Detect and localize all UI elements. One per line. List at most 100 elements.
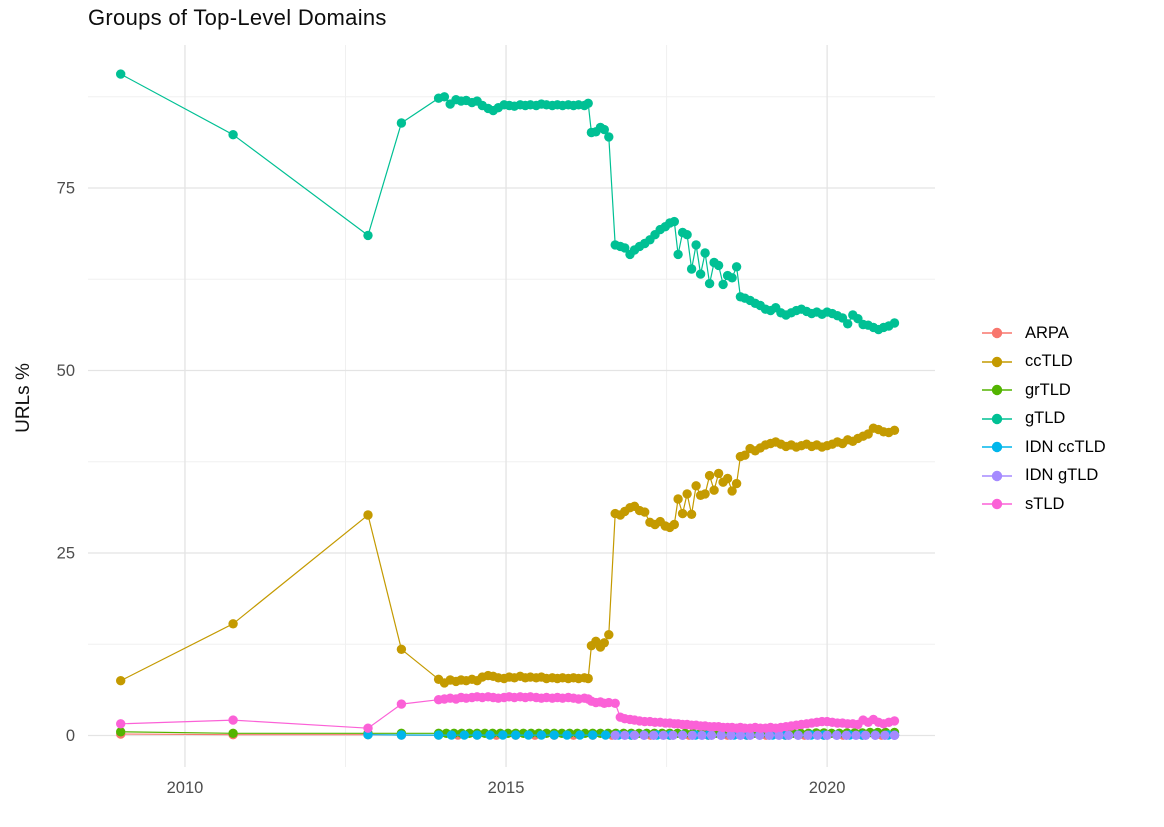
data-point [691,240,701,250]
data-point [774,730,784,740]
data-point [363,510,373,520]
data-point [673,249,683,260]
legend-label: IDN ccTLD [1025,437,1106,456]
data-point [658,730,669,740]
data-point [700,489,710,499]
data-point [851,730,861,740]
data-point [822,730,832,740]
data-point [713,260,724,271]
data-point [687,730,697,740]
data-point [396,699,407,709]
y-axis-title: URLs % [13,363,34,433]
data-point [889,716,900,726]
data-point [832,730,842,740]
legend-label: gTLD [1025,409,1066,428]
data-point [610,730,620,740]
data-point [588,730,598,740]
legend-key-icon [982,442,1012,453]
data-point [709,485,719,495]
series-line [120,73,895,331]
data-point [764,730,774,740]
series-cctld [116,423,900,688]
data-point [669,216,679,227]
data-point [549,730,559,740]
legend-label: ccTLD [1025,352,1073,371]
data-point [673,494,683,504]
gridlines [88,45,935,767]
data-point [575,730,585,740]
data-point [731,478,742,489]
legend: ARPA ccTLD grTLD gTLD IDN ccTLD IDN gTLD sTLD [980,319,1106,519]
data-point [620,243,630,253]
data-point [228,130,238,140]
data-point [700,248,710,258]
data-point [793,730,803,740]
data-point [691,481,701,491]
data-point [116,676,126,686]
data-point [639,730,649,740]
legend-item-arpa: ARPA [980,319,1106,348]
data-point [726,730,736,740]
data-point [695,269,706,279]
data-point [669,519,679,530]
data-point [682,489,692,499]
data-point [841,730,852,740]
data-point [755,730,765,740]
y-tick-label: 75 [57,179,75,197]
x-tick-label: 2015 [488,779,525,797]
data-point [812,730,823,740]
data-point [629,730,640,740]
data-point [599,124,609,135]
legend-key-icon [982,356,1012,367]
legend-key-icon [982,499,1012,510]
data-point [498,730,508,740]
data-point [116,69,126,79]
data-point [870,730,880,740]
data-point [860,730,871,740]
legend-label: IDN gTLD [1025,466,1099,485]
data-point [604,132,614,142]
data-point [583,98,593,109]
data-point [803,730,813,740]
data-point [363,230,373,241]
data-point [843,319,853,329]
data-point [604,630,614,640]
data-point [228,619,238,629]
series-gtld [116,69,900,335]
data-point [783,730,794,740]
legend-item-idn-gtld: IDN gTLD [980,462,1106,491]
legend-item-stld: sTLD [980,490,1106,519]
legend-item-cctld: ccTLD [980,348,1106,377]
data-point [485,730,495,740]
data-point [889,425,900,435]
data-point [640,507,650,517]
data-point [363,730,373,740]
legend-key-icon [982,385,1012,396]
x-tick-label: 2020 [809,779,846,797]
legend-label: ARPA [1025,323,1069,342]
data-point [889,730,900,740]
data-point [677,730,688,740]
data-point [697,730,707,740]
data-point [735,730,746,740]
data-point [536,730,547,740]
data-point [600,730,611,740]
data-point [727,486,737,496]
data-point [511,730,521,740]
data-point [745,730,755,740]
data-point [731,262,742,272]
data-point [116,727,126,737]
data-point [472,730,482,740]
data-point [668,730,678,740]
data-point [396,118,407,128]
data-point [682,230,692,240]
data-point [116,719,126,729]
data-point [459,730,469,740]
data-point [439,92,450,102]
x-tick-label: 2010 [167,779,204,797]
data-point [363,723,373,733]
data-point [433,730,444,740]
data-point [583,673,593,684]
data-point [620,730,630,740]
data-point [727,273,737,283]
